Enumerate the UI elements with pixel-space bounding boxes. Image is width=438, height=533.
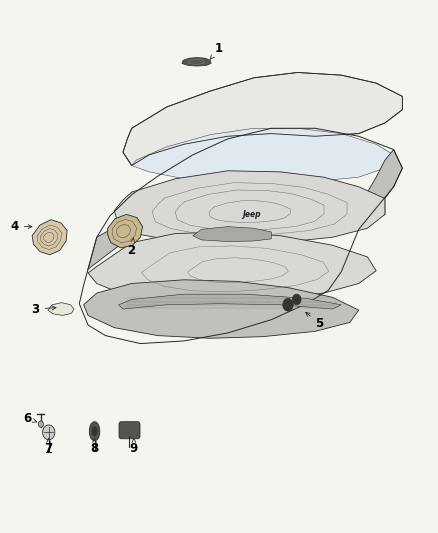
- Text: 5: 5: [306, 312, 324, 330]
- Polygon shape: [114, 171, 385, 244]
- Text: 3: 3: [32, 303, 56, 316]
- Polygon shape: [367, 150, 403, 219]
- Polygon shape: [32, 220, 67, 255]
- Polygon shape: [193, 227, 272, 241]
- Polygon shape: [182, 58, 211, 66]
- Ellipse shape: [89, 422, 100, 441]
- Text: 4: 4: [11, 220, 32, 233]
- Polygon shape: [132, 128, 394, 184]
- Polygon shape: [88, 192, 132, 269]
- Circle shape: [42, 425, 55, 440]
- FancyBboxPatch shape: [119, 422, 140, 439]
- Text: 8: 8: [90, 439, 99, 455]
- Text: 7: 7: [45, 439, 53, 455]
- Ellipse shape: [92, 426, 97, 436]
- Text: Jeep: Jeep: [243, 210, 261, 219]
- Polygon shape: [108, 214, 143, 248]
- Text: 6: 6: [23, 411, 37, 424]
- Circle shape: [283, 298, 293, 311]
- Circle shape: [292, 294, 301, 305]
- Text: 1: 1: [210, 42, 223, 59]
- Polygon shape: [48, 303, 74, 316]
- Polygon shape: [119, 294, 341, 309]
- Text: 2: 2: [127, 238, 136, 257]
- Text: 9: 9: [130, 439, 138, 455]
- Polygon shape: [84, 280, 359, 338]
- Polygon shape: [88, 232, 376, 303]
- Circle shape: [38, 421, 43, 427]
- Polygon shape: [123, 72, 403, 165]
